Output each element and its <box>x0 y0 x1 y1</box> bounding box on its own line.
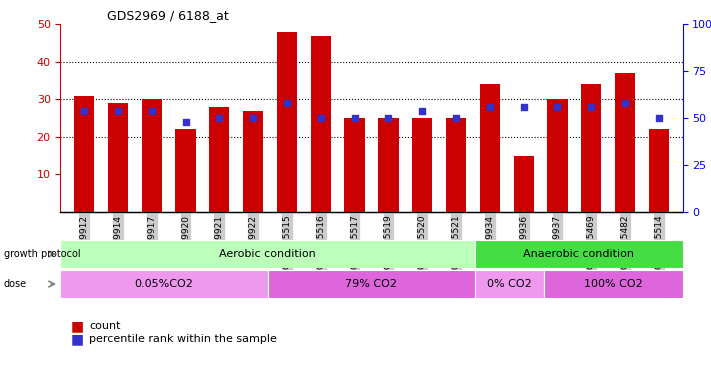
Bar <box>475 240 683 268</box>
Text: 0.05%CO2: 0.05%CO2 <box>134 279 193 289</box>
Bar <box>74 96 95 212</box>
Bar <box>311 36 331 212</box>
Bar <box>446 118 466 212</box>
Point <box>417 108 428 114</box>
Text: ■: ■ <box>71 319 84 333</box>
Point <box>180 119 191 125</box>
Text: 0% CO2: 0% CO2 <box>487 279 532 289</box>
Point <box>349 115 360 121</box>
Point <box>619 100 631 106</box>
Bar <box>176 129 196 212</box>
Bar <box>475 270 545 298</box>
Bar <box>480 84 500 212</box>
Bar <box>60 270 268 298</box>
Bar <box>412 118 432 212</box>
Point <box>484 104 496 110</box>
Bar <box>268 270 475 298</box>
Point <box>146 108 157 114</box>
Bar <box>209 107 230 212</box>
Bar <box>344 118 365 212</box>
Text: growth protocol: growth protocol <box>4 249 80 259</box>
Point <box>653 115 665 121</box>
Bar <box>648 129 669 212</box>
Bar <box>108 103 128 212</box>
Bar <box>513 156 534 212</box>
Text: dose: dose <box>4 279 27 289</box>
Point <box>383 115 394 121</box>
Bar <box>60 240 475 268</box>
Text: GDS2969 / 6188_at: GDS2969 / 6188_at <box>107 9 228 22</box>
Text: percentile rank within the sample: percentile rank within the sample <box>89 334 277 344</box>
Point <box>247 115 259 121</box>
Bar <box>277 32 297 212</box>
Bar <box>545 270 683 298</box>
Point <box>78 108 90 114</box>
Bar <box>547 99 567 212</box>
Point <box>586 104 597 110</box>
Text: Aerobic condition: Aerobic condition <box>220 249 316 259</box>
Point <box>112 108 124 114</box>
Point <box>282 100 293 106</box>
Point <box>450 115 461 121</box>
Point <box>315 115 326 121</box>
Point <box>552 104 563 110</box>
Text: Anaerobic condition: Anaerobic condition <box>523 249 634 259</box>
Bar <box>581 84 602 212</box>
Bar <box>378 118 399 212</box>
Point <box>518 104 529 110</box>
Text: count: count <box>89 321 120 331</box>
Bar <box>615 73 635 212</box>
Text: 79% CO2: 79% CO2 <box>346 279 397 289</box>
Point <box>214 115 225 121</box>
Text: ■: ■ <box>71 332 84 346</box>
Bar <box>141 99 162 212</box>
Bar <box>243 111 263 212</box>
Text: 100% CO2: 100% CO2 <box>584 279 643 289</box>
